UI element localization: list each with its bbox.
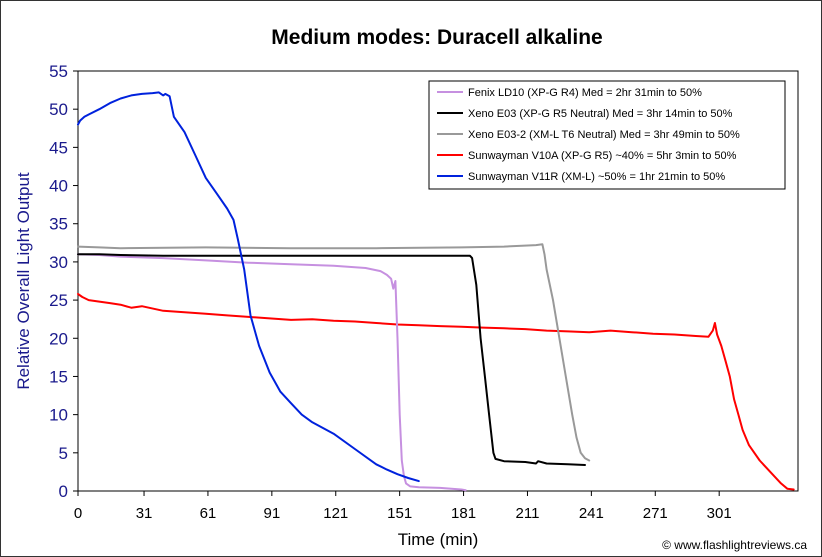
series-layer	[77, 91, 795, 492]
y-tick-label: 25	[49, 291, 68, 310]
x-tick-label: 31	[136, 505, 153, 522]
y-tick-label: 50	[49, 100, 68, 119]
x-tick-label: 0	[74, 505, 82, 522]
series-line-4	[77, 293, 795, 491]
y-tick-label: 55	[49, 62, 68, 81]
series-line-1	[77, 253, 467, 492]
y-tick-label: 10	[49, 406, 68, 425]
y-tick-label: 20	[49, 329, 68, 348]
x-axis-label: Time (min)	[398, 530, 479, 549]
x-tick-label: 241	[579, 505, 604, 522]
y-tick-label: 15	[49, 367, 68, 386]
legend-entry: Sunwayman V10A (XP-G R5) ~40% = 5hr 3min…	[468, 150, 737, 162]
y-tick-label: 0	[59, 482, 68, 501]
y-tick-label: 30	[49, 253, 68, 272]
legend-box	[428, 80, 786, 190]
x-tick-label: 301	[707, 505, 732, 522]
chart-title: Medium modes: Duracell alkaline	[271, 26, 602, 49]
series-line-5	[77, 91, 420, 483]
legend-entry: Fenix LD10 (XP-G R4) Med = 2hr 31min to …	[468, 87, 702, 99]
x-tick-label: 211	[516, 505, 540, 522]
y-tick-label: 45	[49, 138, 68, 157]
legend: Fenix LD10 (XP-G R4) Med = 2hr 31min to …	[428, 80, 786, 190]
y-axis-label: Relative Overall Light Output	[14, 172, 33, 390]
legend-entry: Xeno E03-2 (XM-L T6 Neutral) Med = 3hr 4…	[468, 129, 740, 141]
y-tick-label: 35	[49, 215, 68, 234]
y-tick-label: 5	[59, 444, 68, 463]
credit-text: © www.flashlightreviews.ca	[662, 538, 807, 552]
legend-entry: Xeno E03 (XP-G R5 Neutral) Med = 3hr 14m…	[468, 108, 733, 120]
x-tick-label: 61	[200, 505, 217, 522]
axis-ticks: 0 5 10 15 20 25 30 35 40 45 50 55 0 31 61 91 121 151 181 21…	[49, 62, 732, 522]
x-tick-label: 151	[387, 505, 412, 522]
y-tick-label: 40	[49, 177, 68, 196]
x-tick-label: 121	[323, 505, 348, 522]
legend-entry: Sunwayman V11R (XM-L) ~50% = 1hr 21min t…	[468, 171, 725, 183]
series-line-2	[77, 253, 586, 466]
x-tick-label: 181	[451, 505, 476, 522]
series-line-3	[77, 243, 591, 462]
x-tick-label: 91	[264, 505, 281, 522]
x-tick-label: 271	[643, 505, 668, 522]
